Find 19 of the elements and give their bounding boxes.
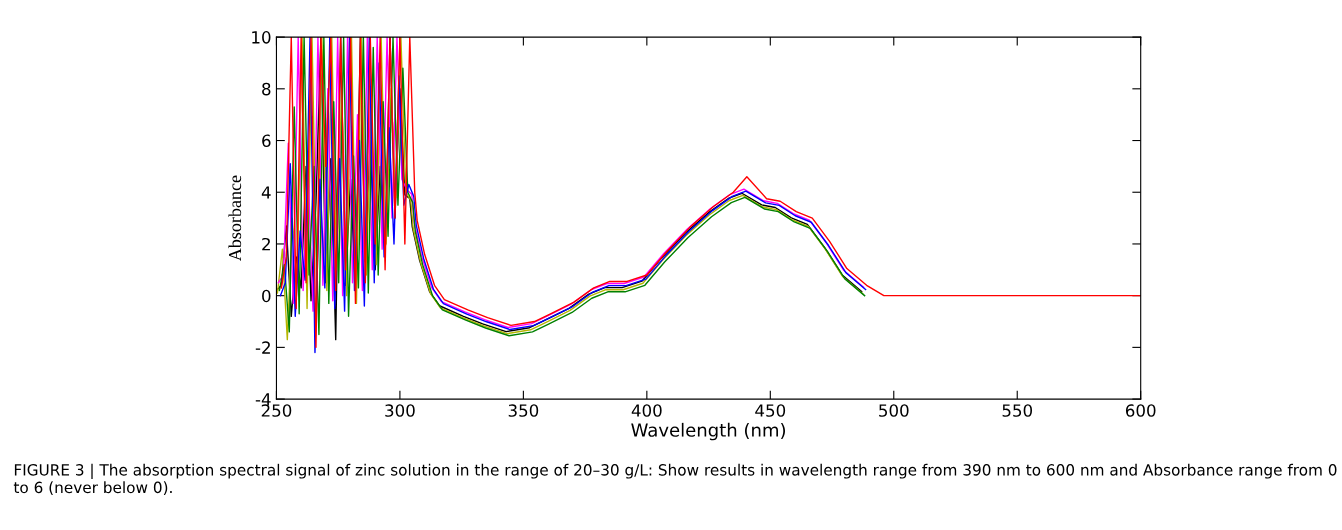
x-tick-label: 400 xyxy=(631,404,662,417)
y-tick-label: 0 xyxy=(262,289,271,303)
y-tick-label: 4 xyxy=(261,186,271,199)
y-axis-title: Absorbance xyxy=(228,175,242,262)
x-tick-label: 600 xyxy=(1125,404,1156,417)
x-tick-label: 300 xyxy=(385,404,415,417)
y-tick-label: 8 xyxy=(262,82,271,96)
caption: FIGURE 3 | The absorption spectral signal of zinc solution in the range of 20–30 g/L: Show results in wavelength range from 390 nm to 600 nm and Absorbance range from 0 to 6 (never below 0). xyxy=(13,463,1337,495)
y-tick-label: 2 xyxy=(262,237,270,251)
x-tick-label: 350 xyxy=(508,404,539,417)
y-tick-label: -4 xyxy=(255,393,271,406)
x-tick-label: 500 xyxy=(879,404,909,417)
x-tick-label: 250 xyxy=(261,404,292,417)
y-tick-label: 6 xyxy=(262,134,271,148)
x-tick-label: 550 xyxy=(1002,404,1033,417)
x-tick-label: 450 xyxy=(755,404,786,417)
y-tick-label: 10 xyxy=(252,31,271,44)
x-axis-title: Wavelength (nm) xyxy=(631,422,786,441)
y-tick-label: -2 xyxy=(255,341,270,354)
